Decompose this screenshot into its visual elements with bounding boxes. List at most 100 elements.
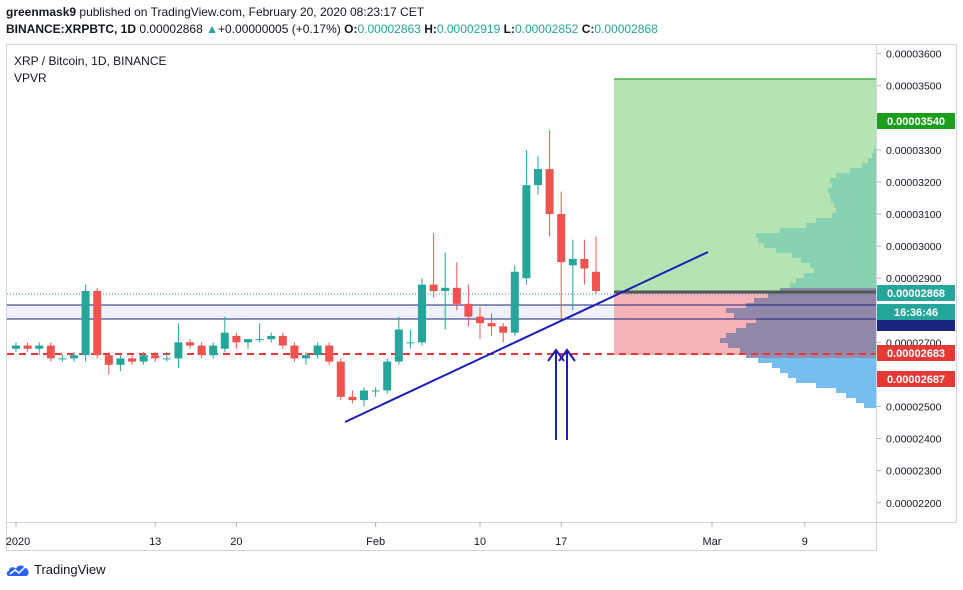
candle[interactable] — [499, 323, 508, 343]
price-chart[interactable]: XRP / Bitcoin, 1D, BINANCE VPVR 0.000036… — [0, 0, 963, 560]
price-axis[interactable] — [876, 44, 957, 523]
candle-body — [186, 342, 194, 346]
candle[interactable] — [162, 351, 171, 362]
candle[interactable] — [151, 351, 160, 362]
volume-bar — [746, 353, 876, 358]
candle[interactable] — [197, 342, 206, 359]
candle[interactable] — [244, 339, 252, 349]
candle[interactable] — [383, 358, 392, 394]
author-name[interactable]: greenmask9 — [6, 5, 77, 19]
candle-body — [139, 355, 148, 362]
candle[interactable] — [360, 387, 368, 407]
candle[interactable] — [12, 342, 20, 352]
candle[interactable] — [336, 358, 345, 401]
candle[interactable] — [452, 262, 461, 311]
candle[interactable] — [302, 351, 310, 365]
candle[interactable] — [510, 265, 519, 336]
candle[interactable] — [23, 342, 32, 352]
candle[interactable] — [209, 342, 218, 359]
candle[interactable] — [255, 323, 264, 343]
candle-body — [23, 345, 32, 349]
candle[interactable] — [139, 351, 148, 365]
candle[interactable] — [545, 130, 554, 237]
volume-bar — [872, 153, 876, 158]
candle[interactable] — [371, 387, 380, 397]
candle-body — [336, 361, 345, 397]
candle[interactable] — [232, 332, 241, 349]
candle[interactable] — [313, 342, 322, 359]
candle-body — [104, 355, 113, 365]
candle[interactable] — [104, 351, 113, 375]
stop-price-label: 0.00002687 — [887, 374, 945, 386]
volume-bar — [776, 248, 876, 253]
volume-bar — [726, 333, 876, 338]
candle[interactable] — [58, 355, 67, 362]
volume-bar — [828, 188, 876, 193]
candle[interactable] — [186, 339, 194, 349]
candle[interactable] — [348, 390, 357, 404]
candle-body — [499, 326, 508, 333]
candle[interactable] — [592, 236, 600, 295]
candle-body — [35, 345, 44, 349]
price-tick-label: 0.00003500 — [886, 81, 942, 93]
candle[interactable] — [93, 287, 102, 359]
candle[interactable] — [278, 332, 287, 349]
candle[interactable] — [220, 316, 229, 352]
volume-bar — [850, 168, 876, 173]
candle[interactable] — [418, 278, 426, 346]
candle-body — [220, 332, 229, 349]
candle[interactable] — [35, 342, 44, 356]
low-label: L: — [503, 22, 515, 36]
volume-bar — [806, 223, 876, 228]
candle[interactable] — [174, 323, 183, 369]
volume-bar — [816, 383, 876, 388]
chart-header: greenmask9 published on TradingView.com,… — [6, 4, 658, 38]
candle[interactable] — [487, 313, 496, 336]
candle[interactable] — [116, 355, 125, 372]
price-tick-label: 0.00003300 — [886, 145, 942, 157]
volume-bar — [764, 243, 876, 248]
candle-body — [93, 291, 102, 356]
candle-body — [580, 258, 589, 269]
candle[interactable] — [81, 284, 90, 362]
candle[interactable] — [476, 307, 484, 340]
candle[interactable] — [406, 329, 415, 349]
candle[interactable] — [464, 284, 473, 327]
candle-body — [162, 358, 171, 360]
volume-bar — [734, 313, 876, 318]
candle[interactable] — [267, 332, 276, 343]
price-tick-label: 0.00002200 — [886, 498, 942, 510]
volume-bar — [780, 368, 876, 373]
volume-bar — [836, 388, 876, 393]
high-label: H: — [424, 22, 437, 36]
price-tick-label: 0.00003600 — [886, 49, 942, 61]
volume-bar — [830, 193, 876, 198]
candle[interactable] — [394, 316, 403, 365]
volume-bar — [874, 148, 876, 153]
candle[interactable] — [557, 191, 566, 320]
candle[interactable] — [441, 252, 450, 330]
volume-bar — [862, 163, 876, 168]
time-axis[interactable] — [6, 522, 877, 551]
candle[interactable] — [429, 233, 438, 298]
candle-body — [383, 361, 392, 391]
volume-bar — [756, 318, 876, 323]
candle-body — [302, 355, 310, 359]
candle[interactable] — [568, 239, 577, 311]
candle[interactable] — [522, 149, 531, 285]
trendline[interactable] — [344, 251, 709, 423]
tradingview-logo[interactable]: TradingView — [6, 562, 106, 577]
volume-bar — [736, 328, 876, 333]
candle[interactable] — [70, 351, 78, 362]
candle-body — [174, 342, 183, 359]
candle-body — [348, 396, 357, 401]
candle[interactable] — [325, 342, 334, 365]
candle[interactable] — [290, 342, 299, 362]
candle[interactable] — [46, 342, 55, 362]
candle-body — [464, 303, 473, 317]
candle[interactable] — [580, 239, 589, 285]
candle[interactable] — [128, 355, 136, 365]
time-tick-label: 20 — [230, 536, 242, 548]
candle[interactable] — [534, 156, 542, 195]
legend-indicator: VPVR — [14, 71, 47, 85]
